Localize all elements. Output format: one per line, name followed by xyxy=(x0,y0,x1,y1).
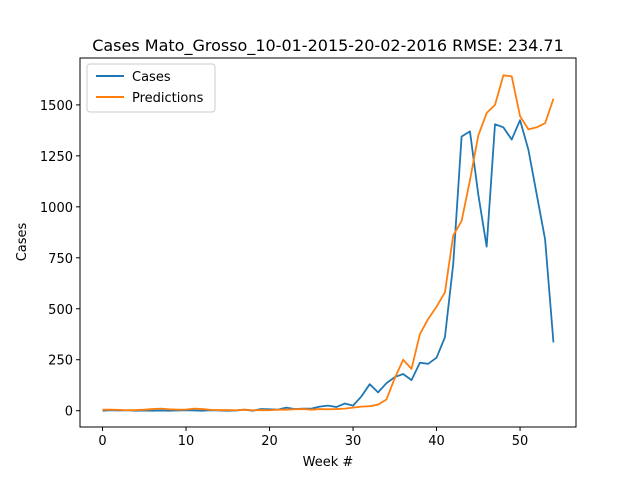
x-tick-label: 40 xyxy=(428,434,445,449)
legend-label-predictions: Predictions xyxy=(132,91,204,106)
x-tick-label: 30 xyxy=(345,434,362,449)
y-axis-ticks: 0 250 500 750 1000 1250 1500 xyxy=(40,99,80,420)
y-tick-label: 1000 xyxy=(40,201,73,216)
y-tick-label: 1250 xyxy=(40,150,73,165)
x-tick-label: 0 xyxy=(98,434,106,449)
chart-title: Cases Mato_Grosso_10-01-2015-20-02-2016 … xyxy=(92,36,564,56)
x-tick-label: 50 xyxy=(512,434,529,449)
legend: Cases Predictions xyxy=(86,63,216,113)
plot-frame xyxy=(79,57,577,428)
y-tick-label: 750 xyxy=(48,252,73,267)
series-line-predictions xyxy=(102,74,555,412)
y-axis-label: Cases xyxy=(15,222,30,261)
plot-area xyxy=(79,57,577,428)
x-axis-ticks: 0 10 20 30 40 50 xyxy=(98,427,528,449)
x-axis-label: Week # xyxy=(303,455,354,470)
y-tick-label: 0 xyxy=(65,405,73,420)
x-tick-label: 10 xyxy=(178,434,195,449)
y-tick-label: 250 xyxy=(48,354,73,369)
legend-label-cases: Cases xyxy=(132,70,171,85)
y-tick-label: 1500 xyxy=(40,99,73,114)
series-layer xyxy=(102,74,555,412)
x-tick-label: 20 xyxy=(261,434,278,449)
y-tick-label: 500 xyxy=(48,303,73,318)
